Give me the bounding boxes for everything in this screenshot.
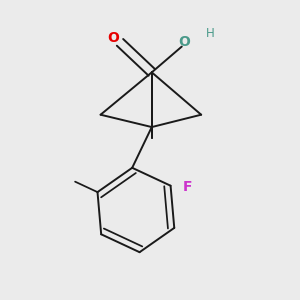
- Text: F: F: [183, 181, 192, 194]
- Text: H: H: [206, 27, 214, 40]
- Text: O: O: [178, 34, 190, 49]
- Text: O: O: [108, 31, 120, 45]
